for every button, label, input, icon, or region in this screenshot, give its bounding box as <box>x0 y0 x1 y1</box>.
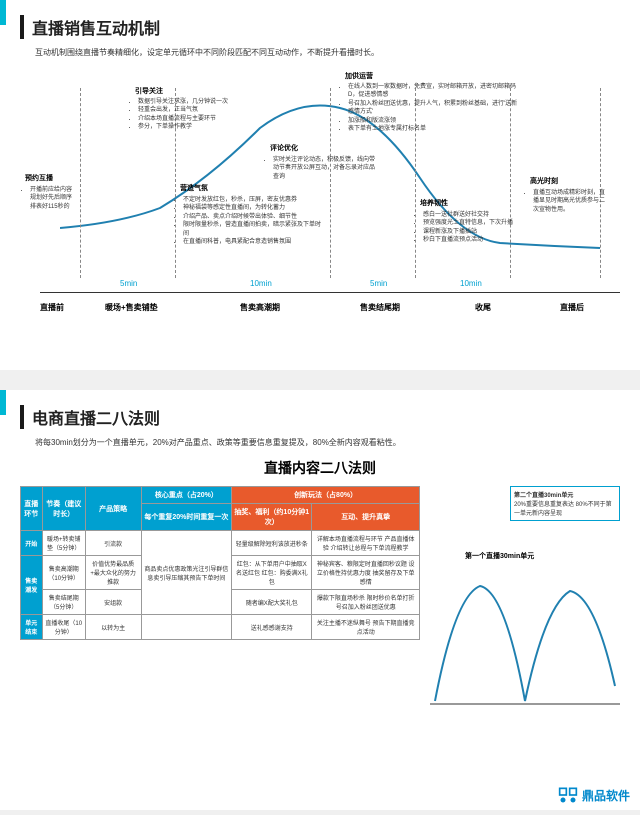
section-6-items: 感白一送社群送好社交持 预览强度光土直特信息，下次升播 课程新涨及下播插站 秒白… <box>415 211 515 245</box>
time-1: 5min <box>120 279 137 288</box>
section-5-title: 加供运营 <box>345 71 373 81</box>
th-core-sub: 每个重复20%时间重复一次 <box>141 504 232 531</box>
th-product: 产品策略 <box>85 487 141 531</box>
slide2-subtitle: 将每30min划分为一个直播单元，20%对产品重点、政策等重要信息重复提及，80… <box>20 437 620 448</box>
table-title: 直播内容二八法则 <box>20 458 620 478</box>
section-2-items: 数据引导关注求涨，几分钟说一次 轻重会出发，正当气氛 介绍本场直播流程与主要环节… <box>130 98 230 132</box>
th-play: 创新玩法（占80%） <box>232 487 420 504</box>
logo-text: 鼎品软件 <box>582 787 630 804</box>
section-4-items: 实时关注评论动态，积极反馈，线向带动节奏开放公屏互动，对备忘录对应品查询 <box>265 156 375 181</box>
unit-curve <box>430 566 620 706</box>
phase-3: 售卖高潮期 <box>240 302 280 313</box>
section-3-items: 不定时发放红包，秒杀，压屏，密友优惠券 神秘福袋等感定性直播间，为转化蓄力 介绍… <box>175 196 325 246</box>
slide1-subtitle: 互动机制围绕直播节奏精细化，设定单元循环中不同阶段匹配不同互动动作，不断提升看播… <box>20 47 620 58</box>
time-4: 10min <box>460 279 482 288</box>
vline-1 <box>80 88 81 278</box>
x-axis <box>40 292 620 293</box>
section-4-title: 评论优化 <box>270 143 298 153</box>
th-timing: 节奏（建议时长） <box>42 487 85 531</box>
slide-1: 直播销售互动机制 互动机制围绕直播节奏精细化，设定单元循环中不同阶段匹配不同互动… <box>0 0 640 370</box>
section-5-items: 在线人数到一家数据时，免费宣，实时邮箱开放，进密切邮箱码D，促进感情感 号召加入… <box>340 83 520 133</box>
table-area: 直播环节 节奏（建议时长） 产品策略 核心重点（占20%） 创新玩法（占80%）… <box>20 486 420 736</box>
section-7-title: 高光时刻 <box>530 176 558 186</box>
section-3-title: 营造气氛 <box>180 183 208 193</box>
th-core: 核心重点（占20%） <box>141 487 232 504</box>
anno-1: 第一个直播30min单元 <box>465 551 535 561</box>
section-1-title: 预约互播 <box>25 173 53 183</box>
slide-2: 电商直播二八法则 将每30min划分为一个直播单元，20%对产品重点、政策等重要… <box>0 390 640 810</box>
section-1-items: 开播前应给内容规划好先后顺序排表好115秒的 <box>22 186 77 211</box>
content-wrap: 直播环节 节奏（建议时长） 产品策略 核心重点（占20%） 创新玩法（占80%）… <box>20 486 620 736</box>
accent-bar <box>0 0 6 25</box>
section-7-items: 直播互动场成精彩时刻，直播显见时期高光优质参与二次宣物性用。 <box>525 189 610 214</box>
phase-4: 售卖结尾期 <box>360 302 400 313</box>
accent-bar-2 <box>0 390 6 415</box>
th-phase: 直播环节 <box>21 487 43 531</box>
logo-icon <box>558 785 578 805</box>
th-play-sub2: 互动、提升真挚 <box>312 504 420 531</box>
section-6-title: 培养韧性 <box>420 198 448 208</box>
anno-2: 第二个直播30min单元 20%重要信息重复表达 80%不同于第一单元新内容呈现 <box>510 486 620 521</box>
phase-5: 收尾 <box>475 302 491 313</box>
vline-3 <box>330 88 331 278</box>
th-play-sub1: 抽奖、福利（约10分钟1次） <box>232 504 312 531</box>
time-3: 5min <box>370 279 387 288</box>
phase-6: 直播后 <box>560 302 584 313</box>
vline-6 <box>600 88 601 278</box>
rules-table: 直播环节 节奏（建议时长） 产品策略 核心重点（占20%） 创新玩法（占80%）… <box>20 486 420 640</box>
time-2: 10min <box>250 279 272 288</box>
section-2-title: 引导关注 <box>135 86 163 96</box>
slide2-title: 电商直播二八法则 <box>20 405 620 429</box>
table-header-row: 直播环节 节奏（建议时长） 产品策略 核心重点（占20%） 创新玩法（占80%） <box>21 487 420 504</box>
timeline-chart: 预约互播 开播前应给内容规划好先后顺序排表好115秒的 引导关注 数据引导关注求… <box>20 68 620 318</box>
table-row: 单元结束 直播收尾（10分钟） 以转为主 送礼感感谢支持 关注主播不迷纵舞号 预… <box>21 615 420 640</box>
logo: 鼎品软件 <box>558 785 630 805</box>
unit-chart: 第二个直播30min单元 20%重要信息重复表达 80%不同于第一单元新内容呈现… <box>430 486 620 736</box>
table-row: 开始 暖场+转卖铺垫（5分钟） 引流款 商品卖点优惠政策光注引导群信息卖引导压缩… <box>21 531 420 556</box>
phase-1: 直播前 <box>40 302 64 313</box>
slide1-title: 直播销售互动机制 <box>20 15 620 39</box>
phase-2: 暖场+售卖铺垫 <box>105 302 158 313</box>
